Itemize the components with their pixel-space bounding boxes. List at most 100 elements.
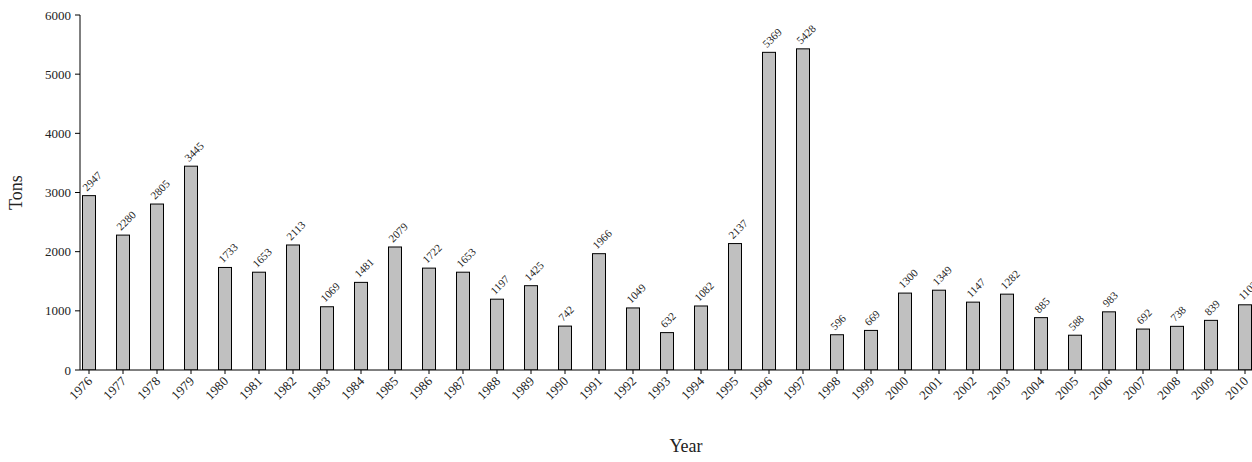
data-label: 2137	[726, 217, 750, 241]
x-tick	[1075, 370, 1076, 374]
x-tick	[1109, 370, 1110, 374]
data-label: 2079	[386, 220, 410, 244]
bar	[117, 235, 130, 370]
y-tick	[75, 192, 80, 193]
bar	[1069, 335, 1082, 370]
bar	[1001, 294, 1014, 370]
data-label: 983	[1100, 289, 1121, 310]
x-tick	[565, 370, 566, 374]
bar	[559, 326, 572, 370]
data-label: 5369	[760, 25, 784, 49]
data-label: 1481	[352, 256, 376, 280]
x-tick-label: 1993	[644, 374, 673, 403]
x-tick	[701, 370, 702, 374]
bar	[389, 247, 402, 370]
data-label: 1049	[624, 281, 648, 305]
data-label: 5428	[794, 22, 818, 46]
y-tick	[75, 74, 80, 75]
x-tick-label: 1985	[372, 374, 401, 403]
x-tick	[667, 370, 668, 374]
bar	[525, 286, 538, 370]
x-tick	[905, 370, 906, 374]
x-tick-label: 1989	[508, 374, 537, 403]
x-tick-label: 1996	[746, 373, 775, 402]
bar	[967, 302, 980, 370]
x-tick	[259, 370, 260, 374]
x-tick	[735, 370, 736, 374]
x-axis-line	[80, 370, 1252, 371]
x-tick-label: 1984	[338, 373, 367, 402]
x-tick	[769, 370, 770, 374]
data-label: 1966	[590, 227, 614, 251]
x-tick-label: 1999	[848, 374, 877, 403]
data-label: 1722	[420, 241, 444, 265]
y-tick	[75, 15, 80, 16]
x-tick	[531, 370, 532, 374]
data-label: 1425	[522, 259, 546, 283]
data-label: 1653	[250, 245, 274, 269]
x-tick-label: 2009	[1188, 374, 1217, 403]
x-tick	[1245, 370, 1246, 374]
x-tick	[225, 370, 226, 374]
y-tick	[75, 310, 80, 311]
data-label: 2280	[114, 208, 138, 232]
data-label: 1282	[998, 268, 1022, 292]
x-tick	[633, 370, 634, 374]
x-tick-label: 1991	[576, 374, 605, 403]
data-label: 1082	[692, 279, 716, 303]
x-tick	[191, 370, 192, 374]
x-tick	[1007, 370, 1008, 374]
bar	[865, 330, 878, 370]
x-tick-label: 1981	[236, 374, 265, 403]
y-tick	[75, 133, 80, 134]
x-tick-label: 1986	[406, 373, 435, 402]
bar	[593, 254, 606, 370]
data-label: 588	[1066, 312, 1087, 333]
data-label: 1147	[964, 275, 988, 299]
x-tick	[599, 370, 600, 374]
data-label: 1349	[930, 263, 954, 287]
x-tick-label: 1988	[474, 374, 503, 403]
x-tick-label: 2008	[1154, 374, 1183, 403]
x-tick-label: 2006	[1086, 373, 1115, 402]
x-tick	[463, 370, 464, 374]
x-axis-label: Year	[669, 436, 702, 456]
bar	[695, 306, 708, 370]
x-tick-label: 1977	[100, 373, 129, 402]
bar	[763, 52, 776, 370]
data-label: 3445	[182, 139, 206, 163]
bar	[661, 333, 674, 370]
x-tick	[395, 370, 396, 374]
x-tick-label: 2004	[1018, 373, 1047, 402]
bar	[831, 335, 844, 370]
data-label: 632	[658, 310, 678, 330]
bar	[899, 293, 912, 370]
x-tick	[973, 370, 974, 374]
x-tick-label: 1998	[814, 374, 843, 403]
x-tick	[89, 370, 90, 374]
data-label: 1653	[454, 245, 478, 269]
bar	[151, 204, 164, 370]
x-tick-label: 1997	[780, 373, 809, 402]
data-label: 2805	[148, 177, 172, 201]
x-tick-label: 2001	[916, 374, 945, 403]
bar	[797, 49, 810, 370]
x-tick-label: 1983	[304, 374, 333, 403]
y-tick-label: 6000	[45, 8, 71, 23]
bar	[423, 268, 436, 370]
x-tick-label: 2010	[1222, 374, 1251, 403]
x-tick-label: 1978	[134, 374, 163, 403]
y-tick	[75, 370, 80, 371]
data-label: 669	[862, 307, 883, 328]
x-tick-label: 1994	[678, 373, 707, 402]
data-label: 738	[1168, 303, 1189, 324]
x-tick-label: 1987	[440, 373, 469, 402]
x-tick	[1143, 370, 1144, 374]
x-tick	[871, 370, 872, 374]
y-tick-label: 4000	[45, 126, 71, 141]
x-tick	[1177, 370, 1178, 374]
x-tick-label: 1992	[610, 374, 639, 403]
data-label: 1197	[488, 272, 512, 296]
data-label: 1102	[1236, 278, 1252, 302]
bar	[1137, 329, 1150, 370]
